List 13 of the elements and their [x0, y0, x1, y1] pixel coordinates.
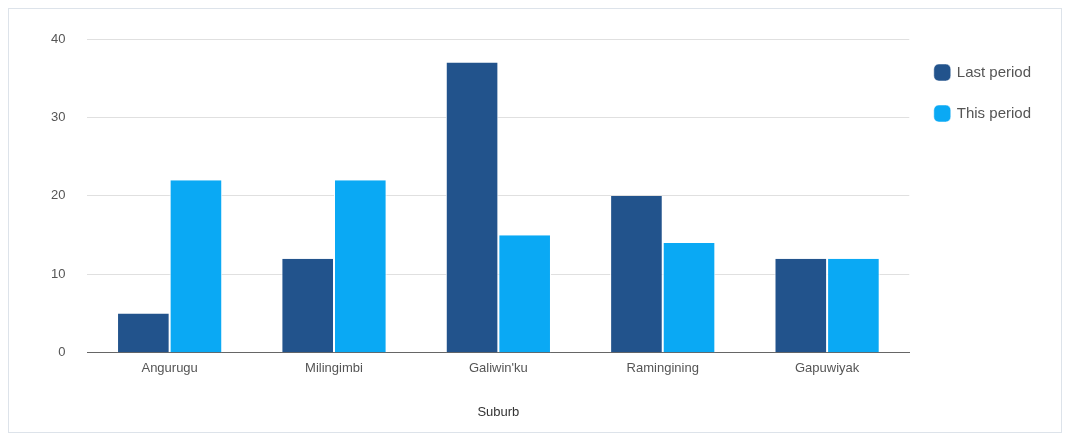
x-tick-label: Angurugu — [141, 360, 198, 376]
legend-label: This period — [956, 103, 1031, 121]
y-tick-label: 0 — [58, 344, 66, 360]
y-tick-label: 30 — [50, 109, 66, 125]
x-axis-title: Suburb — [477, 403, 520, 419]
x-tick-label: Milingimbi — [305, 360, 364, 376]
x-tick-label: Galiwin'ku — [468, 360, 528, 376]
y-tick-label: 10 — [50, 265, 66, 281]
x-tick-label: Gapuwiyak — [794, 360, 860, 376]
y-tick-label: 20 — [50, 187, 66, 203]
legend-label: Last period — [956, 62, 1031, 80]
x-tick-label: Ramingining — [626, 360, 699, 376]
y-tick-label: 40 — [50, 30, 66, 46]
